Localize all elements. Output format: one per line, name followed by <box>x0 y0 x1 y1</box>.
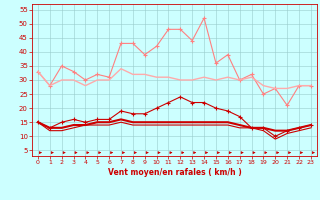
X-axis label: Vent moyen/en rafales ( km/h ): Vent moyen/en rafales ( km/h ) <box>108 168 241 177</box>
